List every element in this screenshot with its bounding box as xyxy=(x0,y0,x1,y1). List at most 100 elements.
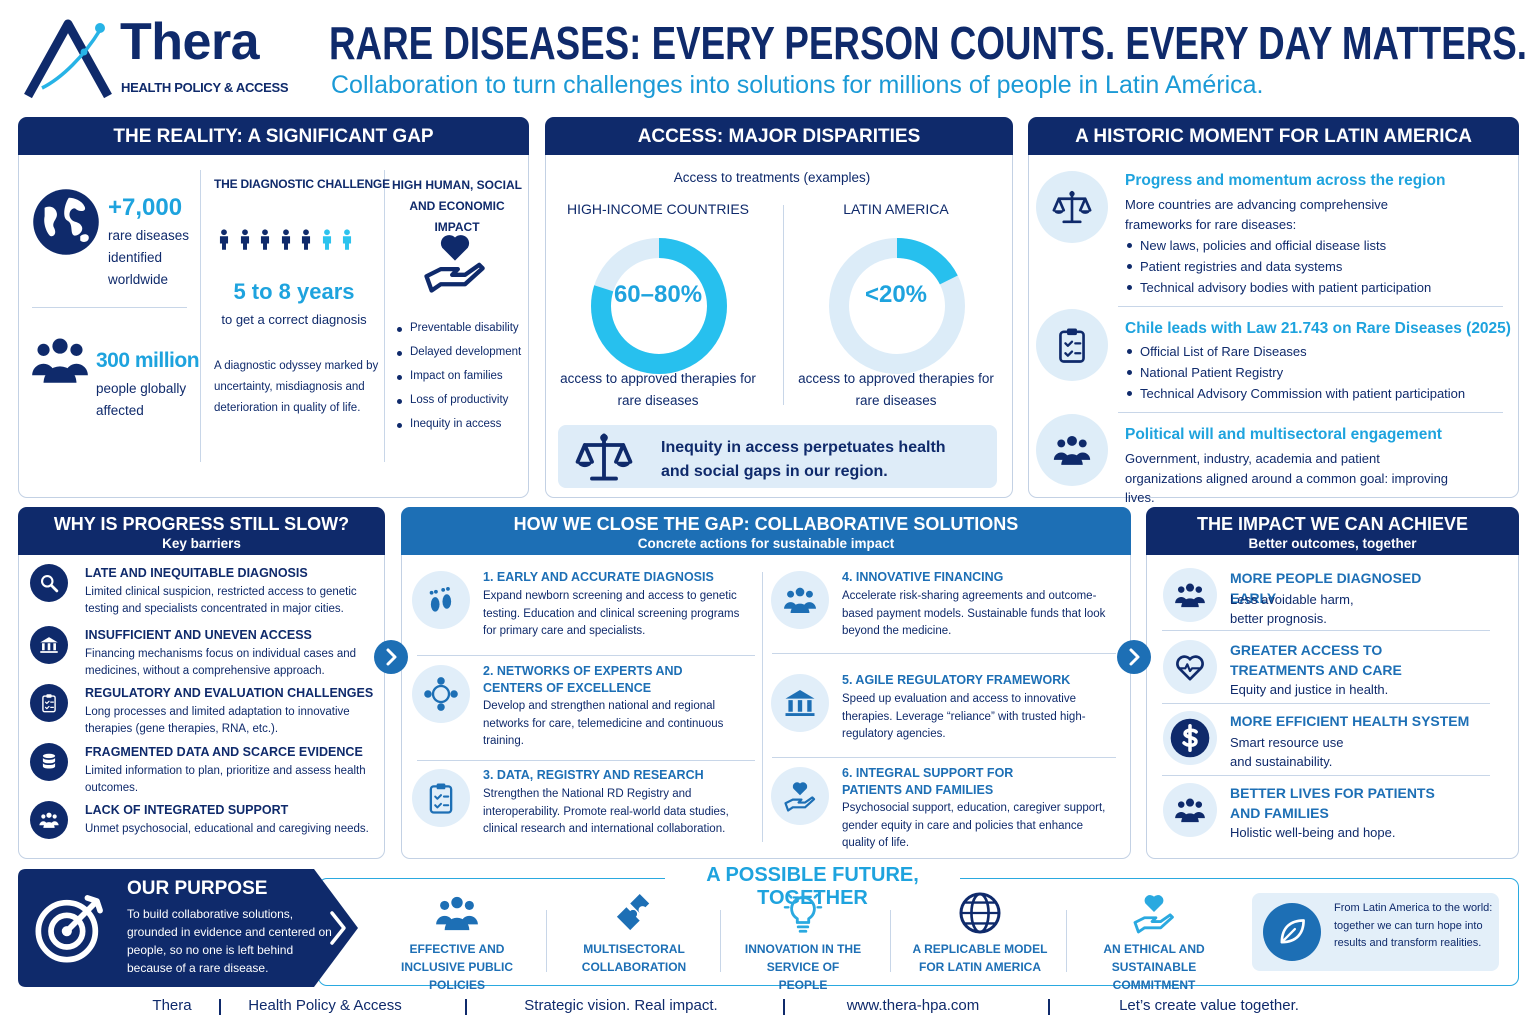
future-item: AN ETHICAL AND SUSTAINABLE COMMITMENT xyxy=(1103,942,1205,992)
divider xyxy=(32,307,187,308)
icon-person xyxy=(260,229,270,250)
divider xyxy=(890,910,891,972)
divider xyxy=(384,170,385,462)
solution-text: Accelerate risk-sharing agreements and o… xyxy=(842,590,1106,637)
divider xyxy=(200,170,201,462)
icon-group xyxy=(1163,783,1217,837)
icon-feet xyxy=(412,571,470,629)
footer-item: Thera xyxy=(152,997,192,1014)
icon-person xyxy=(240,229,249,250)
icon-clipboard xyxy=(30,684,68,722)
footer-separator xyxy=(783,999,785,1015)
bullet-item: New laws, policies and official disease … xyxy=(1126,238,1386,253)
panel-historic xyxy=(1028,117,1519,498)
divider xyxy=(417,655,755,656)
future-item: INNOVATION IN THE SERVICE OF PEOPLE xyxy=(744,942,862,992)
donut-label: 60–80% xyxy=(613,281,703,308)
icon-globe xyxy=(959,892,1001,934)
group-name: HIGH-INCOME COUNTRIES xyxy=(567,201,749,217)
bullet-item: Technical advisory bodies with patient p… xyxy=(1126,280,1431,295)
footer-item: Strategic vision. Real impact. xyxy=(524,997,718,1014)
footer-item: Health Policy & Access xyxy=(248,997,402,1014)
icon-network xyxy=(412,665,470,723)
divider xyxy=(720,910,721,972)
solution-heading: 1. EARLY AND ACCURATE DIAGNOSIS xyxy=(483,570,714,584)
divider xyxy=(1162,630,1490,631)
section-title: A HISTORIC MOMENT FOR LATIN AMERICA xyxy=(1075,126,1472,147)
footer-separator xyxy=(465,999,467,1015)
section-header xyxy=(401,507,1131,555)
solution-heading: 6. INTEGRAL SUPPORT FOR PATIENTS AND FAM… xyxy=(842,766,1014,797)
icon-person xyxy=(219,229,229,250)
icon-hand xyxy=(1133,895,1174,934)
logo-mark xyxy=(24,19,112,99)
barrier-text: Limited information to plan, prioritize … xyxy=(85,765,366,794)
barrier-text: Long processes and limited adaptation to… xyxy=(85,706,350,735)
heading: THE DIAGNOSTIC CHALLENGE xyxy=(214,177,390,191)
block-heading: Progress and momentum across the region xyxy=(1125,172,1446,189)
barrier-text: Limited clinical suspicion, restricted a… xyxy=(85,586,357,615)
purpose-title: OUR PURPOSE xyxy=(127,878,268,899)
diagnostic-note: A diagnostic odyssey marked by uncertain… xyxy=(214,360,379,414)
main-title: RARE DISEASES: EVERY PERSON COUNTS. EVER… xyxy=(329,17,1527,69)
icon-scale xyxy=(1036,171,1108,243)
icon-bank xyxy=(771,674,829,732)
divider xyxy=(772,757,1116,758)
divider xyxy=(772,653,1116,654)
impact-heading: GREATER ACCESS TO TREATMENTS AND CARE xyxy=(1230,642,1402,678)
impact-text: Equity and justice in health. xyxy=(1230,682,1389,697)
block-text: Government, industry, academia and patie… xyxy=(1125,451,1449,505)
bullet-item: Delayed development xyxy=(396,346,521,358)
barrier-heading: INSUFFICIENT AND UNEVEN ACCESS xyxy=(85,628,312,642)
section-subtitle: Concrete actions for sustainable impact xyxy=(637,536,895,551)
diagnostic-text: to get a correct diagnosis xyxy=(221,312,367,327)
future-title: A POSSIBLE FUTURE, TOGETHER xyxy=(665,864,960,910)
group-text: access to approved therapies for rare di… xyxy=(560,371,756,408)
solution-heading: 4. INNOVATIVE FINANCING xyxy=(842,570,1004,584)
heading: HIGH HUMAN, SOCIAL AND ECONOMIC IMPACT xyxy=(392,178,522,234)
barrier-heading: FRAGMENTED DATA AND SCARCE EVIDENCE xyxy=(85,745,363,759)
icon-search xyxy=(30,564,68,602)
note-box xyxy=(558,425,997,488)
bullet-item: Technical Advisory Commission with patie… xyxy=(1126,386,1465,401)
purpose-shape xyxy=(18,869,358,987)
barrier-heading: LACK OF INTEGRATED SUPPORT xyxy=(85,803,289,817)
icon-person xyxy=(322,229,331,250)
bullet-item: Preventable disability xyxy=(396,322,519,334)
divider xyxy=(1118,306,1503,307)
solution-text: Strengthen the National RD Registry and … xyxy=(483,788,729,835)
arrow xyxy=(374,640,408,674)
divider xyxy=(783,205,784,405)
panel-solutions xyxy=(401,507,1131,859)
solution-text: Expand newborn screening and access to g… xyxy=(483,590,740,637)
impact-text: Holistic well-being and hope. xyxy=(1230,825,1396,840)
impact-heading: MORE EFFICIENT HEALTH SYSTEM xyxy=(1230,713,1470,729)
bullet-item: Official List of Rare Diseases xyxy=(1126,344,1307,359)
barrier-text: Unmet psychosocial, educational and care… xyxy=(85,823,369,835)
section-subtitle: Better outcomes, together xyxy=(1248,536,1417,551)
icon-pulse xyxy=(1163,640,1217,694)
title-box: RARE DISEASES: EVERY PERSON COUNTS. EVER… xyxy=(329,17,1527,69)
icon-db xyxy=(30,743,68,781)
stat-text: people globally affected xyxy=(96,381,187,418)
bullet-item: Inequity in access xyxy=(396,418,501,430)
group-text: access to approved therapies for rare di… xyxy=(798,371,994,408)
icon-bulb xyxy=(783,889,823,933)
block-heading: Political will and multisectoral engagem… xyxy=(1125,426,1442,443)
icon-group xyxy=(1036,414,1108,486)
solution-heading: 2. NETWORKS OF EXPERTS AND CENTERS OF EX… xyxy=(483,664,683,695)
icon-group xyxy=(32,338,88,383)
icon-group xyxy=(771,571,829,629)
icon-world xyxy=(33,189,99,255)
icon-group xyxy=(30,801,68,839)
arrow xyxy=(1117,640,1151,674)
barrier-heading: LATE AND INEQUITABLE DIAGNOSIS xyxy=(85,566,308,580)
donut-label: <20% xyxy=(864,281,928,308)
divider xyxy=(417,760,755,761)
barrier-heading: REGULATORY AND EVALUATION CHALLENGES xyxy=(85,686,374,700)
solution-heading: 3. DATA, REGISTRY AND RESEARCH xyxy=(483,768,704,782)
stat-text: rare diseases identified worldwide xyxy=(108,228,190,287)
footer-separator xyxy=(219,999,221,1015)
icon-dollar xyxy=(1163,711,1217,765)
